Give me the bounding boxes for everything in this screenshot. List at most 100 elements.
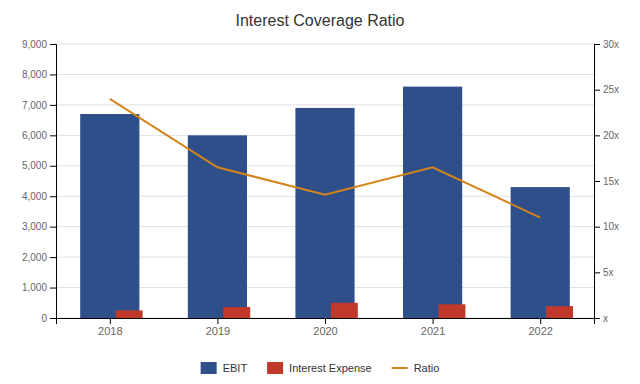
legend-swatch bbox=[392, 367, 408, 369]
tick-mark bbox=[433, 318, 434, 324]
tick-label: x bbox=[603, 313, 608, 324]
axis: x 5x 10x 15x 20x 25x 30x bbox=[594, 39, 619, 324]
tick: 30x bbox=[594, 39, 619, 50]
line bbox=[110, 99, 540, 218]
grid-line bbox=[56, 44, 594, 45]
bar-series bbox=[80, 87, 570, 318]
legend-swatch bbox=[267, 362, 283, 374]
tick-mark bbox=[50, 135, 56, 136]
tick-mark bbox=[594, 135, 600, 136]
tick-label: 3,000 bbox=[22, 221, 47, 232]
tick-mark bbox=[594, 272, 600, 273]
tick-mark bbox=[594, 181, 600, 182]
tick: 6,000 bbox=[22, 130, 56, 141]
chart: Interest Coverage Ratio 0 1,000 2,000 3,000 4… bbox=[0, 0, 640, 384]
tick: 5,000 bbox=[22, 160, 56, 171]
tick-mark bbox=[50, 74, 56, 75]
tick: 3,000 bbox=[22, 221, 56, 232]
bar bbox=[116, 310, 143, 318]
bar bbox=[188, 135, 247, 318]
tick: x bbox=[594, 313, 608, 324]
tick-label: 4,000 bbox=[22, 191, 47, 202]
tick-mark bbox=[594, 227, 600, 228]
legend-item: Ratio bbox=[392, 362, 440, 374]
tick-mark bbox=[50, 166, 56, 167]
grid-line bbox=[56, 74, 594, 75]
tick-mark bbox=[50, 105, 56, 106]
tick-label: 2020 bbox=[313, 325, 337, 337]
legend: EBIT Interest Expense Ratio bbox=[201, 362, 440, 374]
marks bbox=[80, 87, 573, 318]
tick: 2020 bbox=[313, 318, 337, 337]
bar-series bbox=[116, 303, 573, 318]
bar bbox=[439, 304, 466, 318]
tick-label: 2018 bbox=[98, 325, 122, 337]
grid-line bbox=[56, 104, 594, 105]
tick-label: 2021 bbox=[421, 325, 445, 337]
tick-mark bbox=[594, 90, 600, 91]
tick: 20x bbox=[594, 130, 619, 141]
legend-label: EBIT bbox=[223, 362, 248, 374]
axis: 2018 2019 2020 2021 2022 bbox=[57, 318, 595, 337]
tick: 10x bbox=[594, 221, 619, 232]
tick-label: 1,000 bbox=[22, 282, 47, 293]
tick-label: 9,000 bbox=[22, 39, 47, 50]
bar bbox=[511, 187, 570, 318]
axis: 0 1,000 2,000 3,000 4,000 5,000 6,000 7,000 8,00… bbox=[22, 39, 57, 324]
tick: 9,000 bbox=[22, 39, 56, 50]
tick: 2018 bbox=[98, 318, 122, 337]
tick-mark bbox=[50, 227, 56, 228]
bar bbox=[331, 303, 358, 318]
tick-mark bbox=[325, 318, 326, 324]
bar bbox=[80, 114, 139, 318]
title: Interest Coverage Ratio bbox=[236, 12, 405, 29]
tick-label: 8,000 bbox=[22, 69, 47, 80]
tick: 7,000 bbox=[22, 100, 56, 111]
tick-label: 5x bbox=[603, 267, 614, 278]
tick-mark bbox=[50, 44, 56, 45]
tick-mark bbox=[540, 318, 541, 324]
tick: 8,000 bbox=[22, 69, 56, 80]
tick: 15x bbox=[594, 176, 619, 187]
tick-label: 6,000 bbox=[22, 130, 47, 141]
tick-label: 15x bbox=[603, 176, 619, 187]
bar bbox=[403, 87, 462, 318]
tick-label: 7,000 bbox=[22, 100, 47, 111]
tick-label: 20x bbox=[603, 130, 619, 141]
tick-label: 25x bbox=[603, 84, 619, 95]
tick-label: 2019 bbox=[206, 325, 230, 337]
tick: 2022 bbox=[528, 318, 552, 337]
bar bbox=[223, 307, 250, 318]
legend-item: EBIT bbox=[201, 362, 248, 374]
grid bbox=[56, 44, 594, 318]
tick-mark bbox=[594, 44, 600, 45]
axis-line bbox=[50, 45, 57, 319]
tick-label: 30x bbox=[603, 39, 619, 50]
tick-label: 2,000 bbox=[22, 252, 47, 263]
tick-mark bbox=[50, 257, 56, 258]
tick-label: 2022 bbox=[528, 325, 552, 337]
tick-mark bbox=[217, 318, 218, 324]
tick: 0 bbox=[41, 313, 56, 324]
tick-label: 0 bbox=[41, 313, 47, 324]
tick-label: 10x bbox=[603, 221, 619, 232]
axis-line bbox=[57, 319, 595, 325]
tick-mark bbox=[50, 318, 56, 319]
bar bbox=[546, 306, 573, 318]
legend-swatch bbox=[201, 362, 217, 374]
tick-label: 5,000 bbox=[22, 160, 47, 171]
tick-mark bbox=[50, 196, 56, 197]
tick: 25x bbox=[594, 84, 619, 95]
tick-mark bbox=[110, 318, 111, 324]
tick: 2021 bbox=[421, 318, 445, 337]
tick: 5x bbox=[594, 267, 614, 278]
tick: 2019 bbox=[206, 318, 230, 337]
legend-label: Interest Expense bbox=[289, 362, 372, 374]
legend-label: Ratio bbox=[414, 362, 440, 374]
plot: 0 1,000 2,000 3,000 4,000 5,000 6,000 7,000 8,00… bbox=[22, 39, 619, 337]
bar bbox=[295, 108, 354, 318]
tick: 4,000 bbox=[22, 191, 56, 202]
axis-line bbox=[595, 45, 601, 319]
tick: 1,000 bbox=[22, 282, 56, 293]
tick-mark bbox=[50, 288, 56, 289]
